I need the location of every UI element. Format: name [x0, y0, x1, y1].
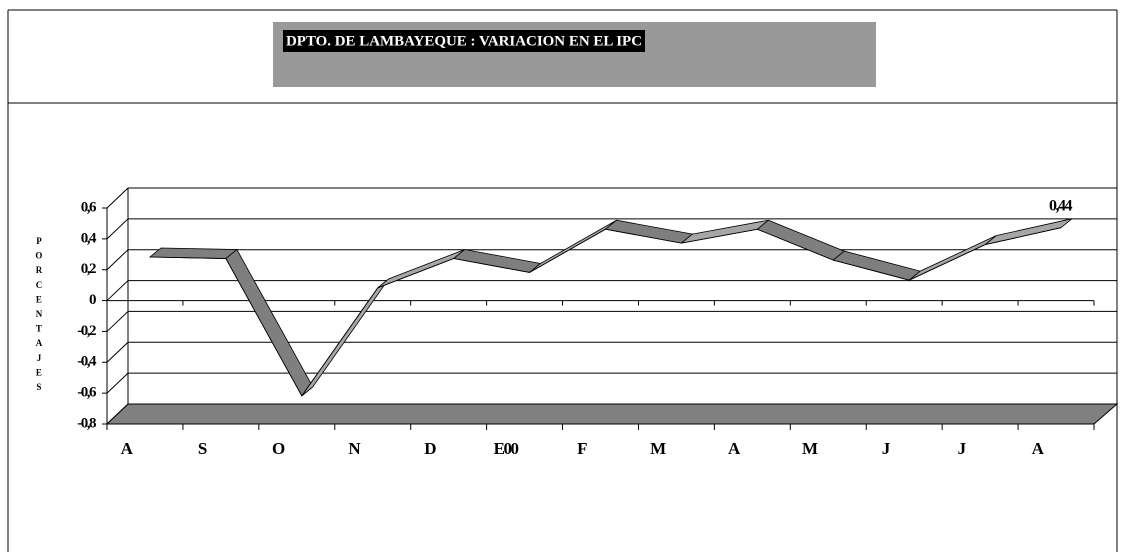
- grid-line: [106, 372, 129, 394]
- grid-line: [106, 249, 129, 271]
- grid-line: [106, 280, 129, 301]
- y-tick-label: -0,4: [77, 354, 97, 370]
- y-tick-label: -0,8: [77, 415, 96, 431]
- ribbon-segment: [832, 250, 922, 281]
- line: [149, 227, 1062, 397]
- x-tick-label: D: [424, 439, 436, 458]
- y-tick-label: 0,2: [81, 261, 96, 277]
- y-tick-label: 0,6: [81, 199, 97, 215]
- title-background: [283, 30, 645, 52]
- grid-line: [106, 341, 129, 363]
- grid-line: [106, 187, 129, 209]
- y-tick-label: 0,4: [81, 230, 97, 246]
- ribbon-segment: [377, 249, 465, 289]
- x-tick-label: F: [577, 439, 587, 458]
- x-tick-label: A: [728, 439, 741, 458]
- ribbon-segment: [908, 235, 997, 281]
- x-tick-label: M: [650, 439, 666, 458]
- y-tick-label: 0: [89, 292, 96, 308]
- x-tick-label: M: [802, 439, 818, 458]
- y-tick-label: -0,2: [77, 323, 96, 339]
- ribbon-segment: [756, 219, 846, 261]
- y-tick-label: -0,6: [77, 385, 97, 401]
- x-tick-label: J: [882, 439, 891, 458]
- x-tick-label: S: [198, 439, 207, 458]
- grid-line: [106, 311, 129, 332]
- ribbon-segment: [681, 219, 769, 244]
- ribbon-segment: [225, 248, 314, 397]
- data-label: 0,44: [1049, 197, 1073, 214]
- ribbon-segment: [301, 278, 390, 397]
- chart-title: DPTO. DE LAMBAYEQUE : VARIACION EN EL IP…: [286, 33, 642, 49]
- floor: [105, 403, 1119, 425]
- x-tick-label: J: [958, 439, 967, 458]
- x-tick-label: A: [1032, 439, 1045, 458]
- x-tick-label: E00: [494, 439, 519, 458]
- grid-line: [106, 218, 129, 240]
- x-tick-label: N: [348, 439, 361, 458]
- ribbon-segment: [984, 218, 1073, 246]
- x-tick-label: O: [272, 439, 285, 458]
- x-tick-label: A: [121, 439, 134, 458]
- y-axis-label: PORCENTAJES: [34, 236, 44, 397]
